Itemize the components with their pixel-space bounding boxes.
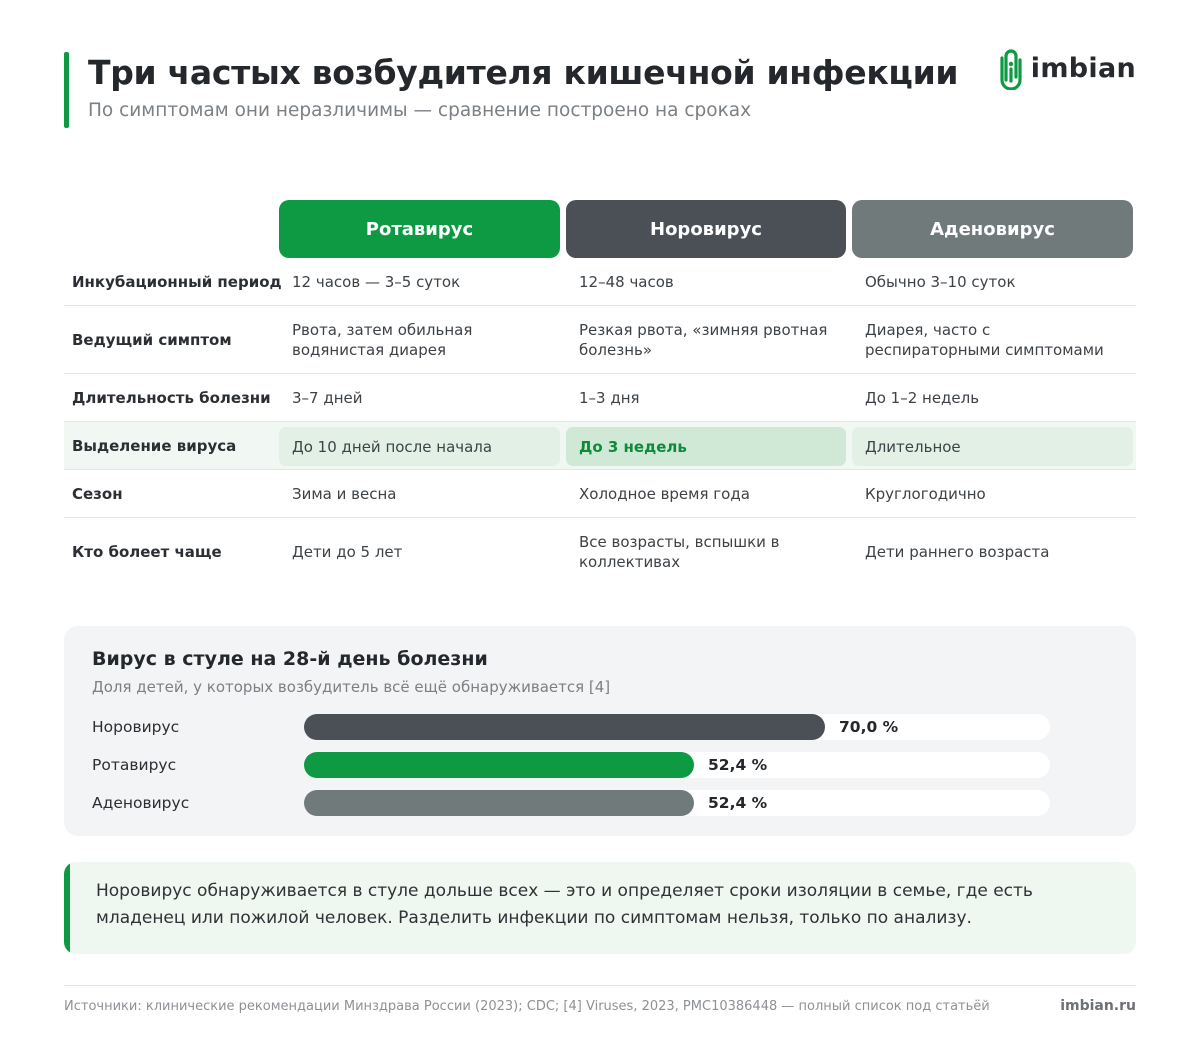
table-cell: 1–3 дня <box>579 388 640 407</box>
table-cell: Зима и весна <box>292 484 397 503</box>
table-cell: Круглогодично <box>865 484 986 503</box>
table-cell: 3–7 дней <box>292 388 363 407</box>
chart-subtitle: Доля детей, у которых возбудитель всё ещ… <box>92 678 611 696</box>
bar-value-label: 52,4 % <box>708 794 768 812</box>
bar-track <box>304 790 1050 816</box>
table-cell: Холодное время года <box>579 484 750 503</box>
note-text: Норовирус обнаруживается в стуле дольше … <box>96 881 1033 928</box>
row-label: Длительность болезни <box>72 388 271 407</box>
column-header-adenovirus: Аденовирус <box>852 200 1133 258</box>
bar-row: Норовирус 70,0 % <box>92 714 1092 740</box>
bar-value-label: 70,0 % <box>839 718 899 736</box>
row-label: Кто болеет чаще <box>72 543 222 561</box>
table-cell: До 10 дней после начала <box>279 427 560 466</box>
bar-label: Норовирус <box>92 718 180 736</box>
footer-divider <box>64 985 1136 986</box>
table-row-season: Сезон Зима и весна Холодное время года К… <box>64 470 1136 518</box>
bar-fill <box>304 752 694 778</box>
table-row-who-gets-sick: Кто болеет чаще Дети до 5 лет Все возрас… <box>64 518 1136 586</box>
table-row-incubation: Инкубационный период 12 часов — 3–5 суто… <box>64 258 1136 306</box>
chart-title: Вирус в стуле на 28-й день болезни <box>92 648 488 670</box>
page-title: Три частых возбудителя кишечной инфекции <box>88 53 959 92</box>
bar-fill <box>304 714 825 740</box>
table-row-virus-shedding: Выделение вируса До 10 дней после начала… <box>64 422 1136 470</box>
row-label: Сезон <box>72 484 123 503</box>
logo[interactable]: imbian <box>999 46 1136 90</box>
table-cell: Диарея, часто с респираторными симптомам… <box>865 320 1104 359</box>
row-label: Выделение вируса <box>72 436 237 455</box>
row-label: Ведущий симптом <box>72 330 232 349</box>
title-accent-bar <box>64 52 69 128</box>
shedding-chart-card: Вирус в стуле на 28-й день болезни Доля … <box>64 626 1136 836</box>
note-accent-bar <box>64 862 70 954</box>
footer-sources: Источники: клинические рекомендации Минз… <box>64 999 990 1014</box>
table-cell: Все возрасты, вспышки в коллективах <box>579 533 780 571</box>
table-cell: Рвота, затем обильная водянистая диарея <box>292 320 473 359</box>
table-cell: 12 часов — 3–5 суток <box>292 272 461 291</box>
bar-label: Ротавирус <box>92 756 177 774</box>
table-cell: Обычно 3–10 суток <box>865 272 1016 291</box>
bar-fill <box>304 790 694 816</box>
footer-site-link[interactable]: imbian.ru <box>1060 998 1136 1014</box>
table-cell: 12–48 часов <box>579 272 674 291</box>
row-label: Инкубационный период <box>72 272 282 291</box>
bar-track <box>304 714 1050 740</box>
page-subtitle: По симптомам они неразличимы — сравнение… <box>88 100 752 121</box>
header: Три частых возбудителя кишечной инфекции… <box>64 49 1136 128</box>
bar-value-label: 52,4 % <box>708 756 768 774</box>
table-cell: Дети раннего возраста <box>865 543 1050 561</box>
table-row-duration: Длительность болезни 3–7 дней 1–3 дня До… <box>64 374 1136 422</box>
table-cell: Длительное <box>852 427 1133 466</box>
bar-label: Аденовирус <box>92 794 190 812</box>
table-row-main-symptom: Ведущий симптом Рвота, затем обильная во… <box>64 306 1136 374</box>
bar-row: Ротавирус 52,4 % <box>92 752 1092 778</box>
table-cell-highlighted: До 3 недель <box>566 427 846 466</box>
column-header-norovirus: Норовирус <box>566 200 846 258</box>
table-cell: До 1–2 недель <box>865 388 980 407</box>
column-header-rotavirus: Ротавирус <box>279 200 560 258</box>
table-cell: Резкая рвота, «зимняя рвотная болезнь» <box>579 320 828 359</box>
bar-track <box>304 752 1050 778</box>
paperclip-i-icon <box>1000 49 1022 90</box>
bar-row: Аденовирус 52,4 % <box>92 790 1092 816</box>
table-cell: Дети до 5 лет <box>292 543 403 561</box>
logo-text: imbian <box>1030 52 1136 84</box>
callout-note: Норовирус обнаруживается в стуле дольше … <box>64 862 1136 954</box>
